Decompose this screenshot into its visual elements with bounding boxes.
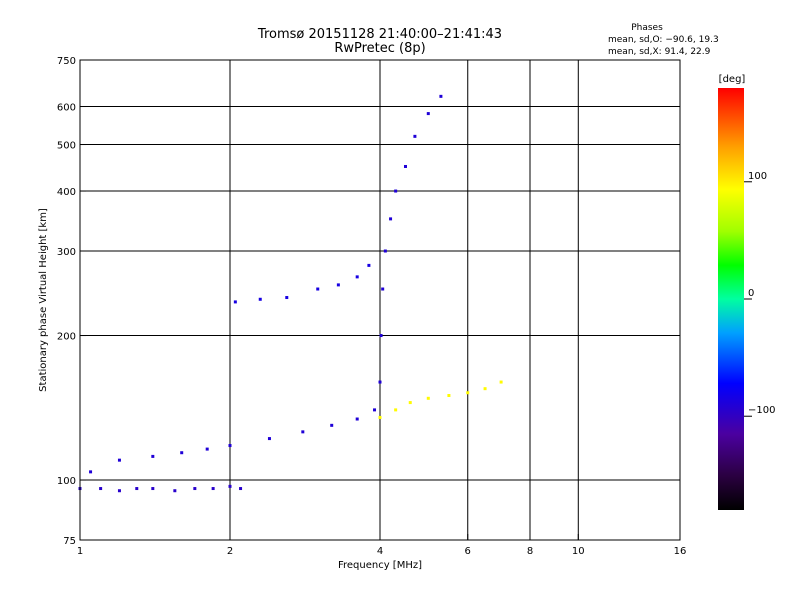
data-point [483, 387, 487, 391]
data-point [378, 380, 382, 384]
data-point [499, 380, 503, 384]
x-tick-label: 4 [377, 546, 383, 557]
data-point [394, 408, 398, 412]
x-tick-label: 1 [77, 546, 83, 557]
data-point [355, 275, 359, 279]
y-axis-label: Stationary phase Virtual Height [km] [38, 208, 49, 392]
data-point [117, 489, 121, 493]
chart-title: Tromsø 20151128 21:40:00–21:41:43 [257, 27, 502, 42]
grid-lines [80, 60, 680, 540]
x-tick-label: 8 [527, 546, 533, 557]
phase-box-line-o: mean, sd,O: −90.6, 19.3 [608, 35, 719, 45]
data-point [378, 415, 382, 419]
data-point [205, 447, 209, 451]
data-point [301, 430, 305, 434]
data-point [355, 417, 359, 421]
data-point [439, 94, 443, 98]
y-axis-ticks: 75 100 200 300 400 500 600 750 [57, 56, 86, 547]
data-point [258, 297, 262, 301]
data-point [426, 396, 430, 400]
data-point [193, 487, 197, 491]
data-point [330, 423, 334, 427]
data-point [239, 487, 243, 491]
data-point [389, 217, 393, 221]
y-tick-label: 750 [57, 56, 76, 67]
colorbar-tick-label: 100 [748, 171, 767, 182]
x-axis-ticks: 1 2 4 6 8 10 16 [77, 534, 687, 557]
data-point [180, 451, 184, 455]
y-tick-label: 500 [57, 141, 76, 152]
colorbar-ticks: −100 0 100 [744, 171, 775, 417]
data-point [394, 189, 398, 193]
data-point [403, 164, 407, 168]
data-point [383, 249, 387, 253]
data-point [151, 487, 155, 491]
data-point [89, 470, 93, 474]
y-tick-label: 75 [63, 536, 76, 547]
data-point [466, 391, 470, 395]
x-tick-label: 10 [572, 546, 585, 557]
data-points [78, 94, 503, 493]
data-point [381, 287, 385, 291]
chart-subtitle: RwPretec (8p) [334, 41, 425, 56]
phase-box-line-x: mean, sd,X: 91.4, 22.9 [608, 47, 711, 57]
y-tick-label: 400 [57, 187, 76, 198]
data-point [151, 454, 155, 458]
data-point [426, 112, 430, 116]
data-point [367, 263, 371, 267]
y-tick-label: 100 [57, 476, 76, 487]
y-tick-label: 300 [57, 247, 76, 258]
data-point [316, 287, 320, 291]
data-point [228, 444, 232, 448]
data-point [447, 394, 451, 398]
y-tick-label: 600 [57, 103, 76, 114]
data-point [408, 401, 412, 405]
y-tick-label: 200 [57, 332, 76, 343]
x-tick-label: 2 [227, 546, 233, 557]
data-point [379, 334, 383, 338]
data-point [228, 484, 232, 488]
x-axis-label: Frequency [MHz] [338, 560, 422, 571]
x-tick-label: 16 [674, 546, 687, 557]
phase-box-title: Phases [631, 23, 663, 33]
data-point [233, 300, 237, 304]
colorbar-tick-label: −100 [748, 405, 775, 416]
x-tick-label: 6 [465, 546, 471, 557]
data-point [373, 408, 377, 412]
colorbar [718, 88, 744, 510]
data-point [267, 437, 271, 441]
data-point [173, 489, 177, 493]
data-point [336, 283, 340, 287]
data-point [117, 458, 121, 462]
data-point [99, 487, 103, 491]
data-point [211, 487, 215, 491]
colorbar-label: [deg] [719, 74, 746, 85]
data-point [285, 296, 289, 300]
data-point [413, 134, 417, 138]
colorbar-tick-label: 0 [748, 288, 754, 299]
data-point [135, 487, 139, 491]
